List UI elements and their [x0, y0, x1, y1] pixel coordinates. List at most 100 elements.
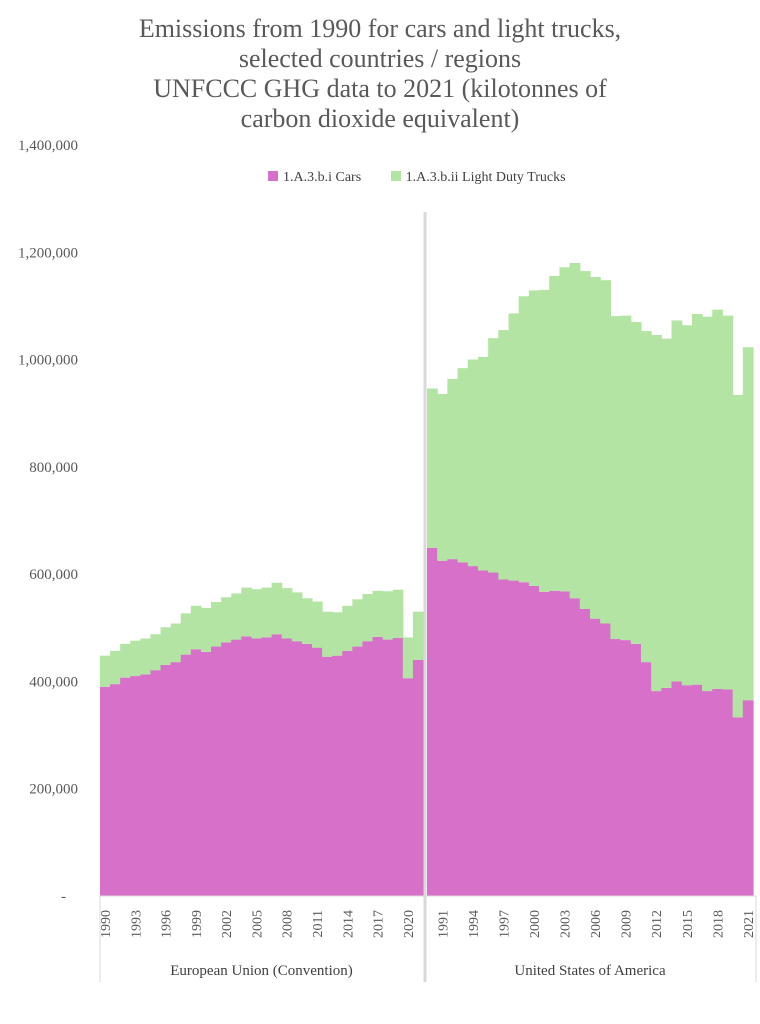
x-tick-label: 2020	[402, 910, 417, 938]
x-tick-label: 2008	[281, 910, 296, 938]
bar-light-duty-trucks	[281, 588, 293, 639]
legend-swatch-trucks	[390, 171, 401, 181]
x-tick-label: 2003	[559, 910, 574, 938]
bar-cars	[488, 572, 499, 896]
bar-cars	[549, 590, 561, 896]
x-tick-label: 2005	[250, 910, 265, 938]
bar-cars	[661, 687, 673, 896]
bar-light-duty-trucks	[170, 623, 182, 663]
bar-cars	[630, 643, 642, 896]
bar-light-duty-trucks	[311, 601, 323, 648]
bar-light-duty-trucks	[437, 393, 448, 561]
bar-cars	[702, 691, 713, 896]
group-label: United States of America	[514, 963, 666, 979]
bar-light-duty-trucks	[352, 599, 364, 647]
y-tick-label: 1,000,000	[18, 353, 78, 369]
bar-cars	[742, 700, 754, 896]
x-tick-label: 1990	[99, 910, 114, 938]
bar-cars	[590, 618, 601, 896]
bar-light-duty-trucks	[681, 325, 693, 686]
y-tick-label: 800,000	[29, 460, 78, 476]
bar-cars	[681, 685, 693, 896]
bar-light-duty-trucks	[579, 271, 591, 610]
bar-light-duty-trucks	[539, 289, 550, 592]
bar-light-duty-trucks	[412, 611, 424, 660]
title-line: selected countries / regions	[238, 44, 522, 73]
bar-light-duty-trucks	[722, 315, 734, 690]
x-tick-label: 2009	[620, 910, 635, 938]
bar-cars	[671, 681, 683, 896]
title-line: UNFCCC GHG data to 2021 (kilotonnes of	[153, 74, 607, 103]
legend-swatch-cars	[268, 171, 278, 181]
bar-light-duty-trucks	[120, 643, 131, 678]
bar-cars	[498, 579, 510, 896]
bar-light-duty-trucks	[140, 638, 152, 675]
bar-light-duty-trucks	[427, 388, 438, 548]
bar-light-duty-trucks	[569, 263, 581, 599]
bar-cars	[271, 634, 283, 896]
bar-light-duty-trucks	[402, 637, 414, 679]
bar-light-duty-trucks	[528, 290, 540, 586]
bar-cars	[620, 640, 632, 896]
title-line: carbon dioxide equivalent)	[240, 104, 520, 133]
x-tick-label: 2015	[681, 910, 696, 938]
bar-light-duty-trucks	[712, 309, 724, 689]
bar-cars	[372, 636, 384, 896]
bar-light-duty-trucks	[392, 589, 404, 638]
title-line: Emissions from 1990 for cars and light t…	[138, 14, 622, 43]
bar-light-duty-trucks	[590, 276, 601, 619]
bar-cars	[467, 566, 479, 896]
bar-light-duty-trucks	[211, 602, 222, 647]
bar-cars	[251, 638, 263, 896]
bar-cars	[447, 559, 459, 896]
bar-cars	[600, 623, 611, 896]
bar-light-duty-trucks	[559, 267, 571, 592]
bar-cars	[231, 639, 242, 896]
bar-cars	[362, 641, 374, 896]
bar-cars	[539, 591, 550, 896]
bar-light-duty-trucks	[600, 280, 611, 624]
bar-cars	[382, 639, 394, 896]
bar-cars	[402, 678, 414, 896]
bar-light-duty-trucks	[110, 650, 121, 685]
bar-light-duty-trucks	[301, 598, 313, 644]
bar-cars	[691, 684, 703, 896]
bar-light-duty-trucks	[518, 296, 530, 583]
bar-cars	[457, 562, 469, 896]
bar-light-duty-trucks	[498, 330, 510, 580]
bar-cars	[311, 647, 323, 896]
chart-title: Emissions from 1990 for cars and light t…	[60, 14, 700, 134]
bar-light-duty-trucks	[231, 593, 242, 640]
x-tick-label: 2000	[528, 910, 543, 938]
x-tick-label: 1996	[160, 910, 175, 938]
bar-light-duty-trucks	[640, 331, 652, 663]
bar-cars	[342, 650, 353, 896]
bar-cars	[610, 639, 622, 896]
bar-cars	[732, 717, 744, 896]
bar-light-duty-trucks	[261, 587, 273, 638]
bar-light-duty-trucks	[630, 322, 642, 644]
bar-light-duty-trucks	[651, 334, 662, 692]
bar-light-duty-trucks	[447, 378, 459, 560]
x-tick-label: 2006	[589, 910, 604, 938]
x-tick-label: 2014	[341, 910, 356, 938]
bar-cars	[110, 684, 121, 896]
bar-light-duty-trucks	[251, 589, 263, 639]
bar-cars	[241, 636, 252, 896]
bar-light-duty-trucks	[372, 590, 384, 637]
bar-light-duty-trucks	[200, 607, 212, 652]
bar-cars	[180, 654, 192, 896]
bar-light-duty-trucks	[190, 605, 202, 650]
bar-cars	[261, 637, 273, 896]
bar-light-duty-trucks	[671, 320, 683, 682]
bar-cars	[508, 580, 520, 896]
x-tick-label: 2002	[220, 910, 235, 938]
x-tick-label: 2017	[372, 910, 387, 938]
x-tick-label: 1991	[436, 910, 451, 938]
bar-cars	[352, 646, 364, 896]
bar-cars	[392, 637, 404, 896]
bar-light-duty-trucks	[342, 605, 353, 651]
legend: 1.A.3.b.i Cars 1.A.3.b.ii Light Duty Tru…	[268, 170, 592, 186]
bar-cars	[211, 646, 222, 896]
x-tick-label: 1993	[129, 910, 144, 938]
